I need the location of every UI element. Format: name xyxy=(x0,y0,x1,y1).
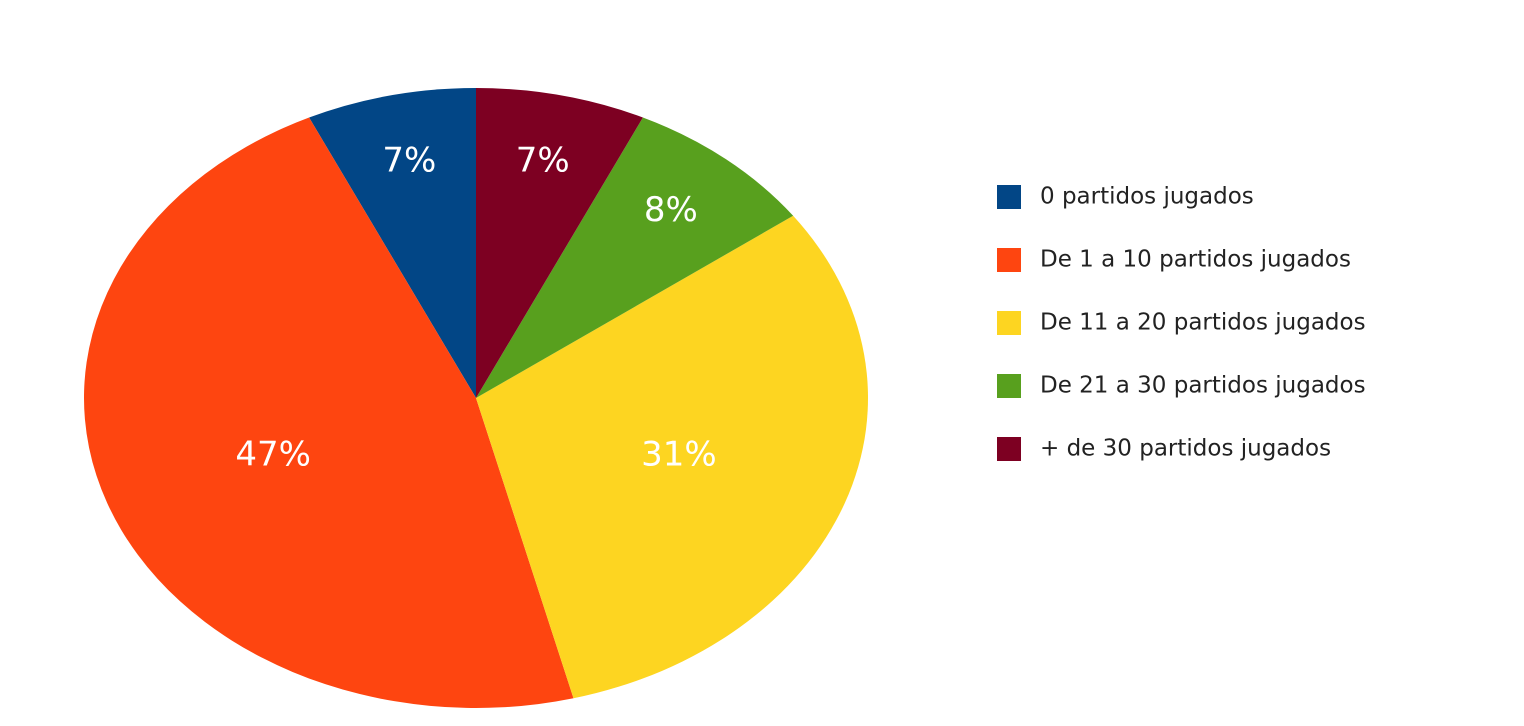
legend-swatch xyxy=(997,311,1021,335)
value-label: 7% xyxy=(516,141,570,181)
value-label: 31% xyxy=(641,434,717,474)
value-label: 8% xyxy=(644,190,698,230)
legend-label: + de 30 partidos jugados xyxy=(1040,436,1331,462)
legend-swatch xyxy=(997,437,1021,461)
legend-label: De 11 a 20 partidos jugados xyxy=(1040,310,1366,336)
legend-label: 0 partidos jugados xyxy=(1040,184,1254,210)
value-label: 7% xyxy=(382,141,436,181)
pie-slice xyxy=(476,215,868,699)
legend-label: De 21 a 30 partidos jugados xyxy=(1040,373,1366,399)
value-label: 47% xyxy=(235,434,311,474)
legend-label: De 1 a 10 partidos jugados xyxy=(1040,247,1351,273)
pie-slice xyxy=(476,117,794,399)
pie-slice xyxy=(476,88,643,398)
pie-slice xyxy=(309,88,476,398)
legend-swatch xyxy=(997,374,1021,398)
legend-swatch xyxy=(997,185,1021,209)
legend-swatch xyxy=(997,248,1021,272)
pie-slice xyxy=(83,117,574,709)
